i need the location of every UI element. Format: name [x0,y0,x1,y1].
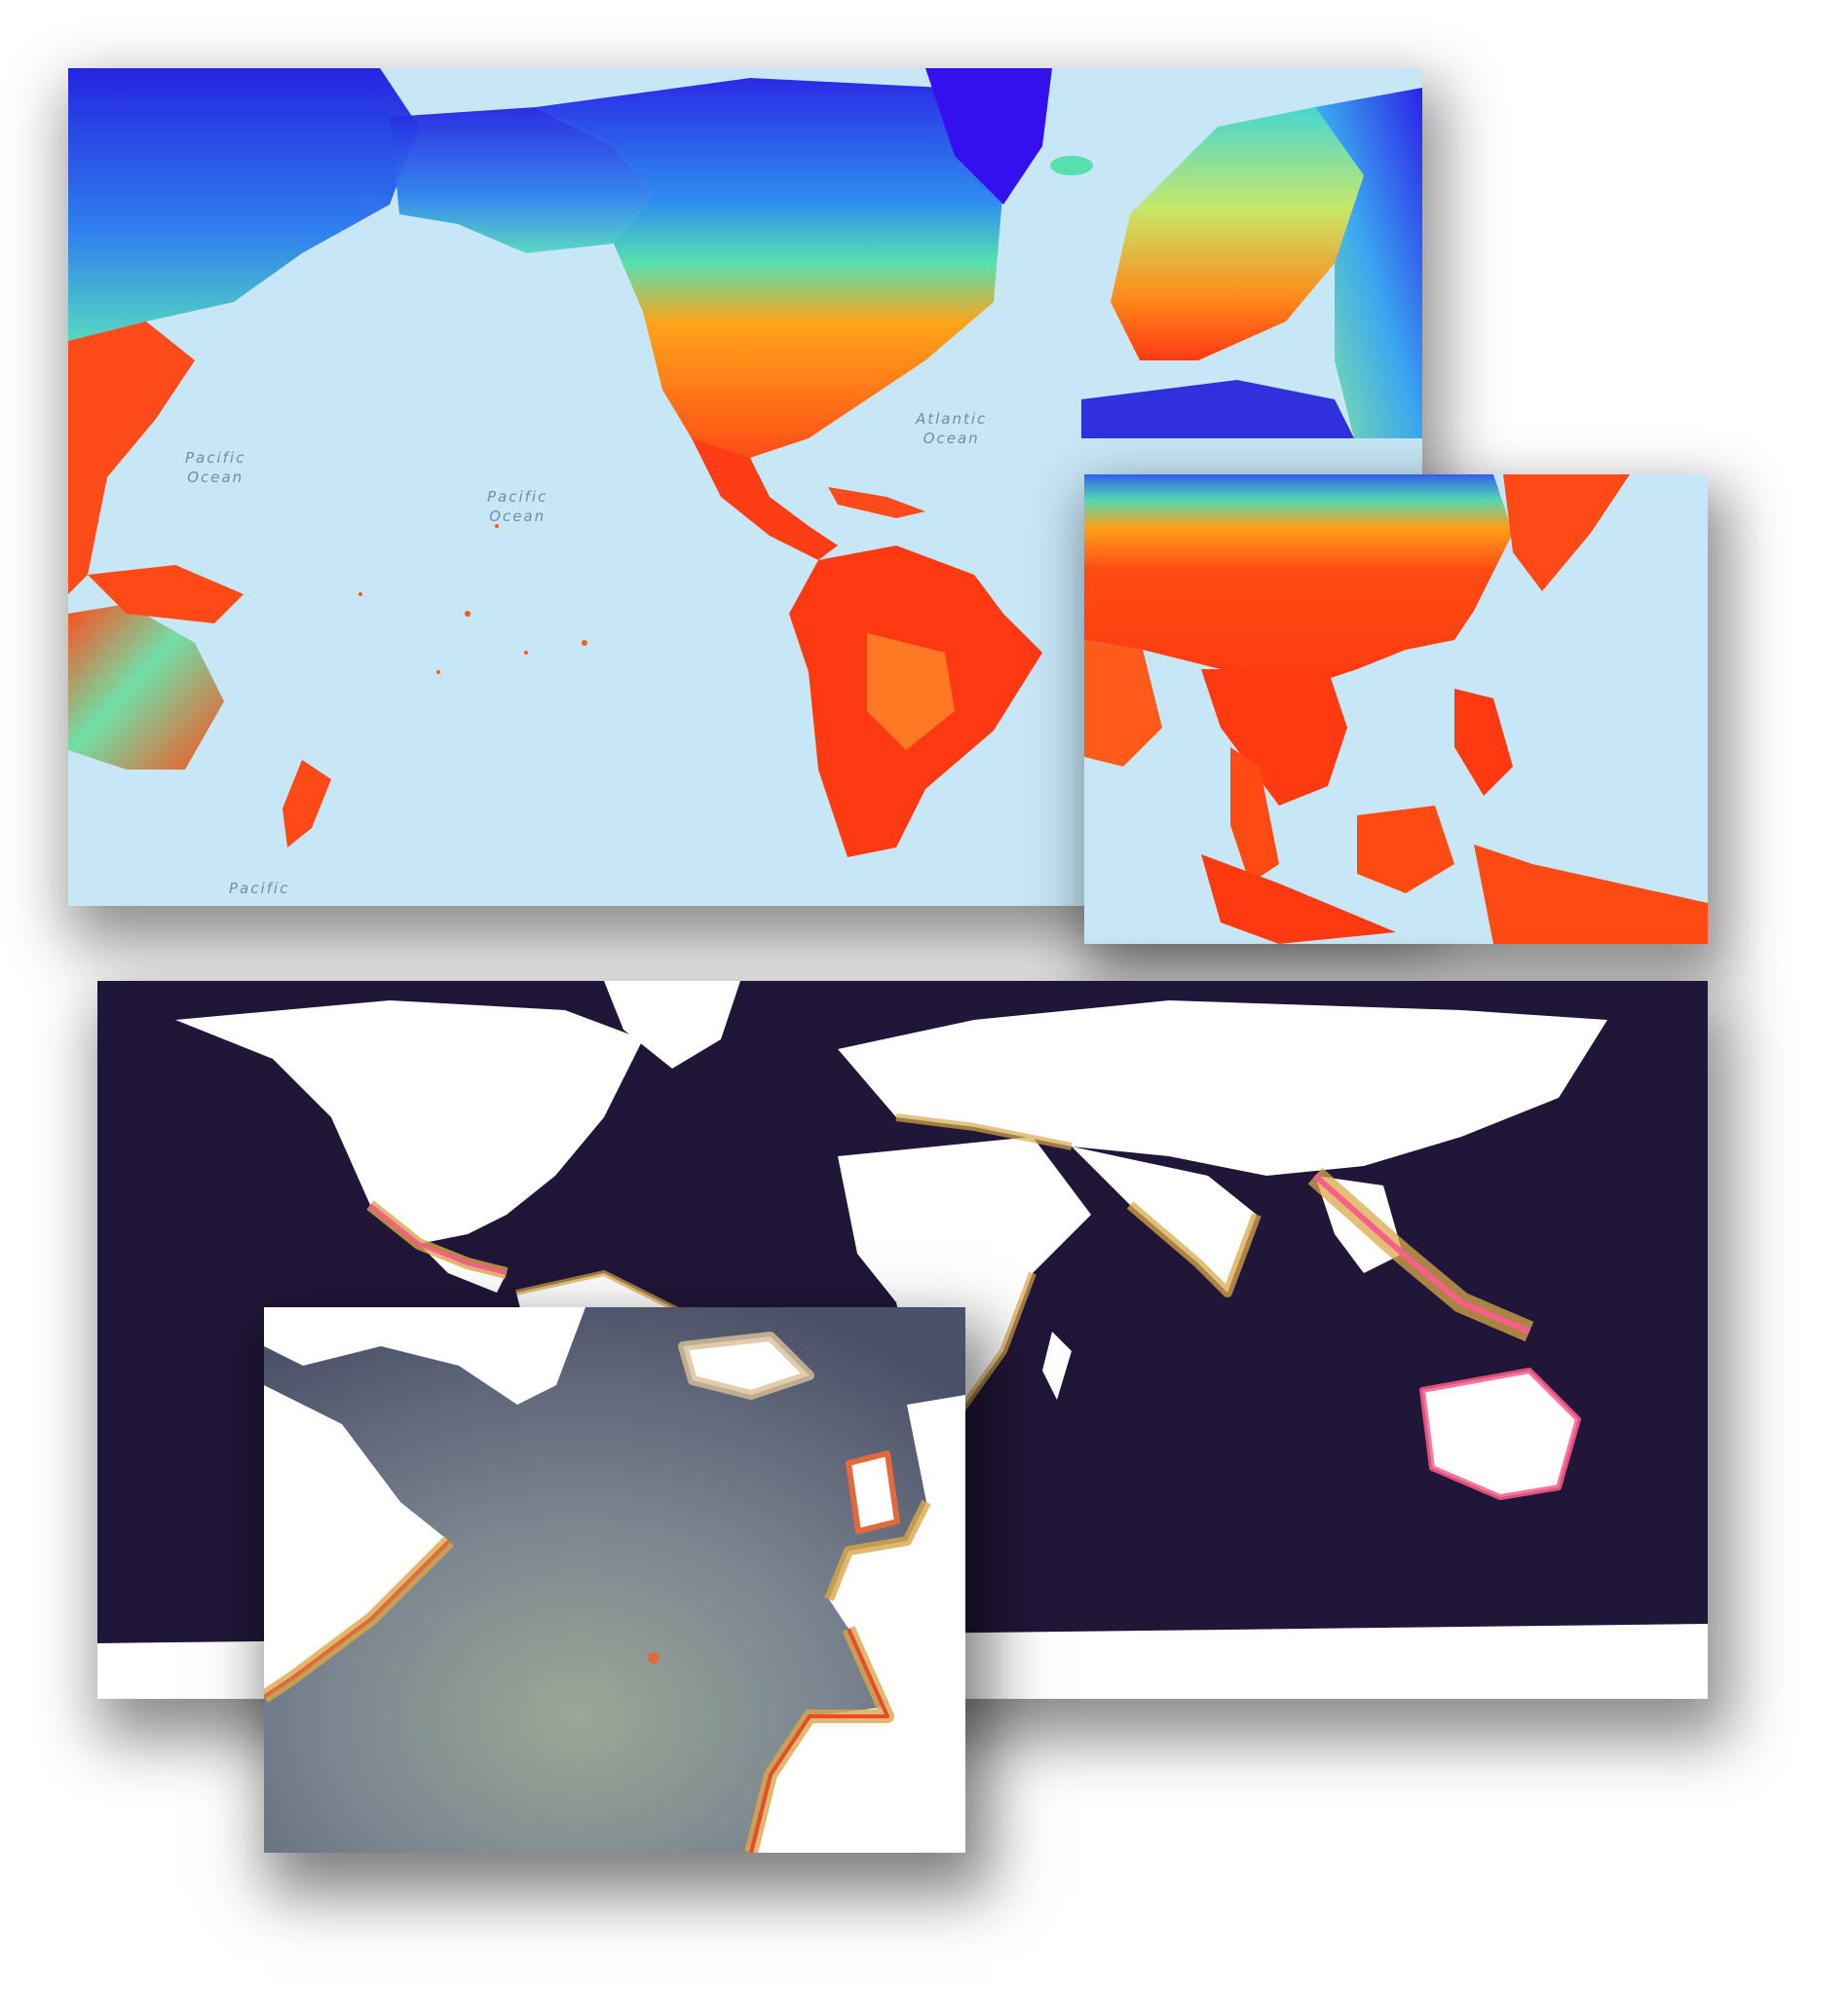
philippines [1454,689,1513,796]
sumatra-java [1201,854,1396,944]
eurasia [838,1000,1607,1176]
iceland [1050,156,1093,175]
british-isles [849,1453,897,1531]
azores-hotspot [648,1652,660,1664]
sulawesi-png [1474,845,1708,944]
north-america [264,1385,449,1697]
arabia-india [1072,1147,1257,1293]
north-america [175,1000,643,1244]
pacific-ocean-label-center: Pacific Ocean [487,488,548,525]
africa [838,1137,1091,1419]
southeast-asia-map [1084,474,1708,944]
china-mainland [1084,474,1513,689]
pacific-ocean-label-west: Pacific Ocean [185,449,246,486]
malay-peninsula [1230,747,1279,884]
pacific-ocean-label-south: Pacific [229,880,290,897]
russia-landmass [1315,88,1422,438]
caribbean-islands [828,487,925,518]
atlantic-ocean-label: Atlantic Ocean [916,410,988,447]
hainan-gap [1396,689,1415,708]
east-asia-coast [68,321,195,594]
greenland [604,981,740,1069]
borneo [1357,806,1454,893]
alaska-landmass [390,107,653,253]
indochina [1201,669,1347,806]
central-america-landmass [692,438,838,560]
north-america-landmass [536,78,1003,487]
siberia-landmass [68,68,419,341]
korea-japan [1503,474,1630,591]
australia [1422,1371,1578,1497]
north-africa-landmass [1081,380,1354,438]
coastal-hotspots [264,1332,931,1853]
greenland [925,68,1052,205]
india-east [1084,640,1162,767]
coastal-hotspots [366,1113,1581,1500]
landmasses [264,1307,965,1853]
europe-landmass [1111,107,1364,360]
greenland [264,1307,585,1405]
iceland [683,1336,810,1395]
europe [829,1395,965,1716]
australia-landmass [68,604,224,770]
madagascar [1042,1332,1072,1400]
pacific-islands [358,524,587,674]
new-guinea [88,565,244,623]
new-zealand [283,760,331,847]
south-america-interior [867,633,955,750]
north-atlantic-map [264,1307,965,1853]
